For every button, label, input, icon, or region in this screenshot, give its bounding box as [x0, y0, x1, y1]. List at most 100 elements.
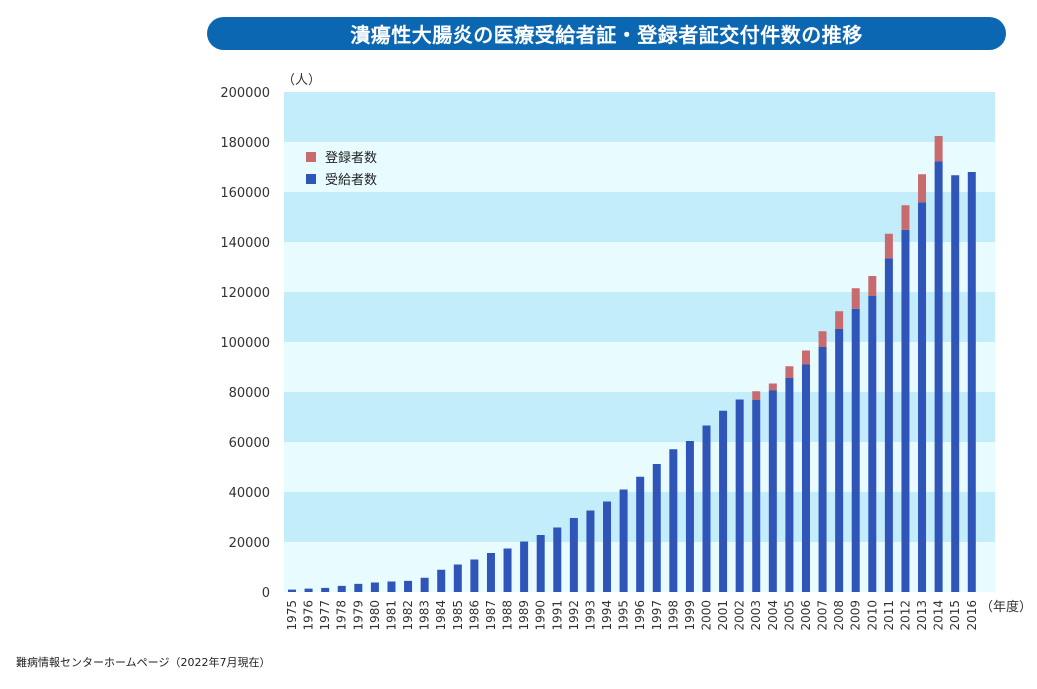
bar-recipients-2003 [752, 400, 761, 592]
bar-recipients-2013 [918, 202, 927, 592]
x-axis-ticks: 1975 1976 1977 1978 1979 1980 1981 1982 1983 1984… [285, 600, 979, 631]
bar-recipients-1994 [603, 501, 612, 592]
x-tick-label: 1976 [302, 600, 316, 631]
bar-recipients-1975 [288, 589, 296, 592]
x-tick-label: 1993 [583, 600, 597, 631]
bar-recipients-1996 [636, 476, 645, 592]
x-tick-label: 2010 [865, 600, 879, 631]
legend-swatch [306, 152, 316, 162]
x-tick-label: 2001 [716, 600, 730, 631]
bar-registrants-2006 [801, 350, 810, 365]
y-tick-label: 60000 [229, 436, 270, 451]
bar-recipients-1991 [553, 527, 562, 592]
bar-recipients-1990 [536, 535, 545, 592]
bar-registrants-2005 [785, 366, 794, 378]
bar-registrants-2010 [868, 276, 877, 296]
bar-registrants-2011 [884, 233, 893, 259]
x-tick-label: 2005 [782, 600, 796, 631]
x-tick-label: 2014 [932, 600, 946, 631]
x-tick-label: 2007 [816, 600, 830, 631]
x-tick-label: 1999 [683, 600, 697, 631]
y-tick-label: 180000 [220, 136, 270, 151]
bar-recipients-1984 [437, 569, 446, 592]
bar-recipients-1992 [569, 518, 578, 592]
y-tick-label: 0 [262, 586, 270, 601]
bar-recipients-2008 [835, 329, 844, 592]
bar-recipients-1993 [586, 510, 595, 592]
x-tick-label: 1987 [484, 600, 498, 631]
x-tick-label: 1985 [451, 600, 465, 631]
bar-registrants-2004 [768, 383, 777, 391]
bar-recipients-2009 [851, 308, 860, 592]
bar-recipients-1989 [520, 541, 529, 592]
x-tick-label: 1984 [434, 600, 448, 631]
bar-recipients-2006 [801, 364, 810, 592]
bar-recipients-2014 [934, 161, 943, 592]
x-tick-label: 1995 [617, 600, 631, 631]
x-tick-label: 2016 [965, 600, 979, 631]
bar-recipients-2000 [702, 425, 711, 592]
y-tick-label: 80000 [229, 386, 270, 401]
bar-recipients-1978 [337, 585, 346, 592]
x-tick-label: 1986 [467, 600, 481, 631]
x-tick-label: 2004 [766, 600, 780, 631]
bar-recipients-2001 [719, 410, 728, 592]
bar-recipients-1982 [404, 580, 413, 592]
x-tick-label: 1996 [633, 600, 647, 631]
y-tick-label: 100000 [220, 336, 270, 351]
bar-recipients-2012 [901, 229, 910, 592]
x-tick-label: 2013 [915, 600, 929, 631]
bar-recipients-2011 [884, 258, 893, 592]
legend-label: 受給者数 [325, 173, 377, 188]
x-tick-label: 1992 [567, 600, 581, 631]
x-tick-label: 2012 [898, 600, 912, 631]
x-tick-label: 2015 [948, 600, 962, 631]
x-tick-label: 1997 [650, 600, 664, 631]
x-tick-label: 1978 [335, 600, 349, 631]
bar-series [288, 136, 976, 592]
legend-swatch [306, 174, 316, 184]
y-tick-label: 20000 [229, 536, 270, 551]
bar-recipients-2015 [951, 175, 960, 592]
bar-recipients-2004 [768, 390, 777, 592]
x-tick-label: 2008 [832, 600, 846, 631]
y-axis-label: （人） [282, 73, 321, 88]
x-tick-label: 1981 [384, 600, 398, 631]
bar-registrants-2003 [752, 391, 761, 400]
bar-recipients-2005 [785, 378, 794, 592]
bar-registrants-2009 [851, 288, 860, 309]
background-band [284, 242, 995, 292]
background-band [284, 342, 995, 392]
bar-registrants-2007 [818, 331, 827, 347]
x-tick-label: 1983 [418, 600, 432, 631]
bar-recipients-1988 [503, 548, 512, 592]
bar-recipients-2007 [818, 347, 827, 592]
bar-registrants-2014 [934, 136, 943, 162]
chart-title: 潰瘍性大腸炎の医療受給者証・登録者証交付件数の推移 [207, 17, 1006, 50]
background-band [284, 292, 995, 342]
x-tick-label: 1988 [501, 600, 515, 631]
bar-recipients-1986 [470, 559, 479, 592]
bar-recipients-1999 [685, 441, 694, 592]
x-tick-label: 1990 [534, 600, 548, 631]
x-tick-label: 2000 [700, 600, 714, 631]
bar-registrants-2013 [918, 174, 927, 203]
x-tick-label: 1980 [368, 600, 382, 631]
bar-recipients-1985 [453, 564, 462, 592]
bar-recipients-1983 [420, 577, 429, 592]
bar-recipients-1987 [486, 553, 495, 592]
legend-label: 登録者数 [325, 151, 377, 166]
x-tick-label: 2006 [799, 600, 813, 631]
background-band [284, 142, 995, 192]
background-band [284, 92, 995, 142]
x-tick-label: 1982 [401, 600, 415, 631]
x-tick-label: 2009 [849, 600, 863, 631]
y-tick-label: 140000 [220, 236, 270, 251]
bar-registrants-2008 [835, 311, 844, 329]
y-tick-label: 200000 [220, 86, 270, 101]
x-tick-label: 1977 [318, 600, 332, 631]
y-tick-label: 160000 [220, 186, 270, 201]
x-tick-label: 1989 [517, 600, 531, 631]
bar-recipients-1980 [370, 582, 379, 592]
